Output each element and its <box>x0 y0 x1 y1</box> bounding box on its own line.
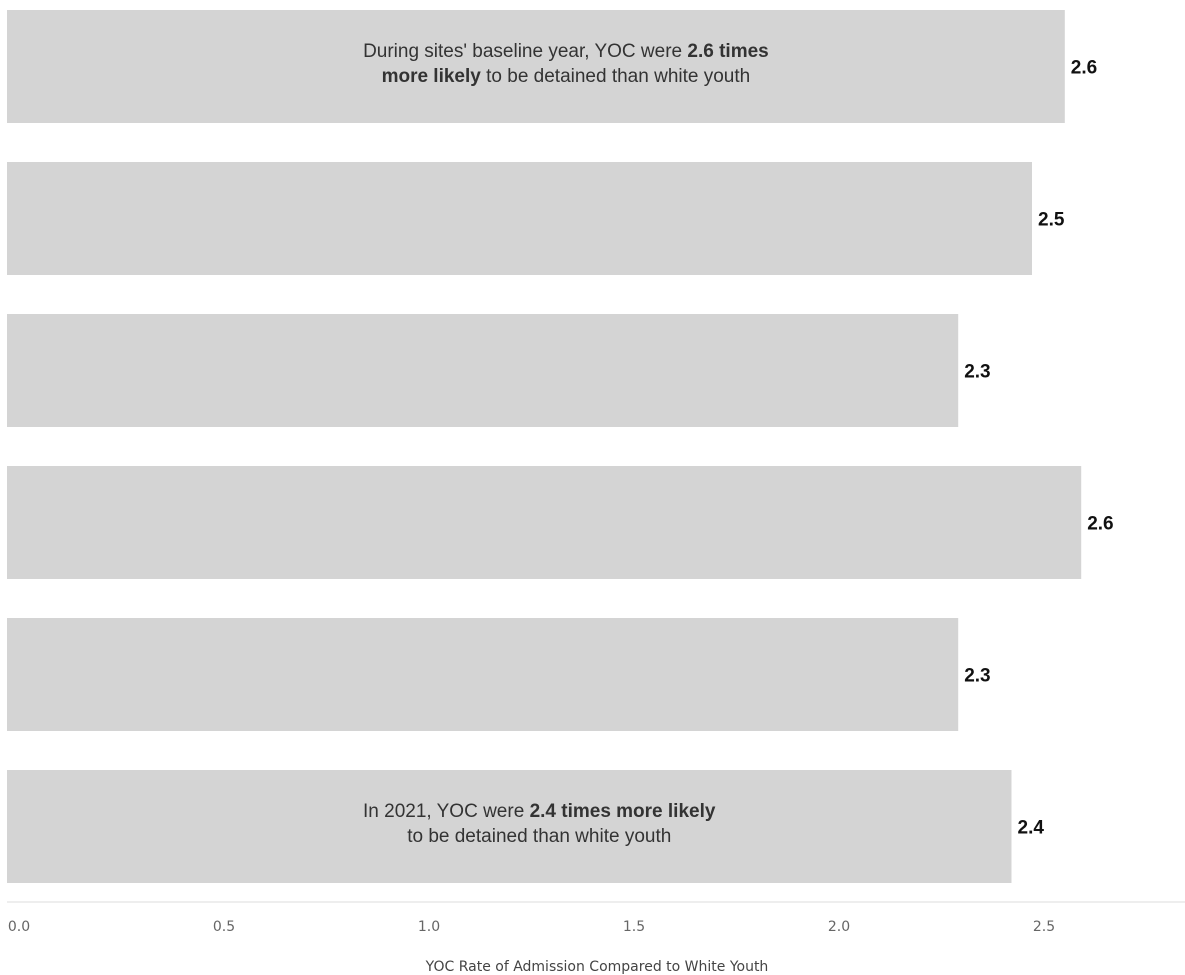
annotation-2-line-2: to be detained than white youth <box>407 826 671 847</box>
bar-3 <box>7 314 959 427</box>
value-label-1: 2.6 <box>1071 58 1097 79</box>
x-tick-label-1: 0.0 <box>8 919 30 935</box>
annotation-2-line-1: In 2021, YOC were 2.4 times more likely <box>363 801 716 822</box>
value-label-5: 2.3 <box>964 666 990 687</box>
value-label-4: 2.6 <box>1087 514 1113 535</box>
value-label-3: 2.3 <box>964 362 990 383</box>
value-label-2: 2.5 <box>1038 210 1065 231</box>
bar-5 <box>7 618 959 731</box>
bars-group <box>7 10 1082 883</box>
annotation-1-line-1: During sites' baseline year, YOC were 2.… <box>363 41 769 62</box>
bar-4 <box>7 466 1082 579</box>
x-tick-label-5: 2.0 <box>828 919 850 935</box>
annotations-group: During sites' baseline year, YOC were 2.… <box>363 41 769 847</box>
x-axis-ticks: 0.0 0.5 1.0 1.5 2.0 2.5 <box>8 919 1055 935</box>
x-tick-label-3: 1.0 <box>418 919 440 935</box>
bar-6 <box>7 770 1012 883</box>
bar-1 <box>7 10 1065 123</box>
x-axis-title: YOC Rate of Admission Compared to White … <box>425 959 769 975</box>
value-label-6: 2.4 <box>1018 818 1045 839</box>
annotation-1-line-2: more likely to be detained than white yo… <box>382 66 751 87</box>
x-tick-label-4: 1.5 <box>623 919 645 935</box>
x-tick-label-6: 2.5 <box>1033 919 1055 935</box>
x-tick-label-2: 0.5 <box>213 919 235 935</box>
value-labels-group: 2.6 2.5 2.3 2.6 2.3 2.4 <box>964 58 1113 839</box>
bar-2 <box>7 162 1032 275</box>
